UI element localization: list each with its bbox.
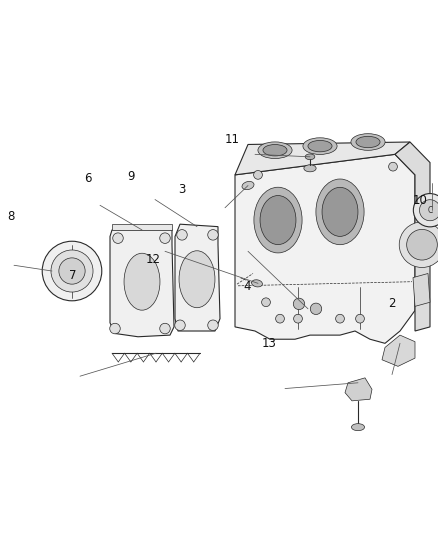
Circle shape bbox=[293, 298, 305, 310]
Polygon shape bbox=[345, 378, 372, 401]
Text: 8: 8 bbox=[7, 209, 14, 223]
Circle shape bbox=[406, 229, 437, 260]
Text: 13: 13 bbox=[262, 337, 277, 350]
Ellipse shape bbox=[305, 154, 315, 160]
Circle shape bbox=[310, 303, 321, 314]
Circle shape bbox=[399, 222, 438, 268]
Ellipse shape bbox=[303, 138, 337, 155]
Circle shape bbox=[293, 314, 302, 323]
Circle shape bbox=[51, 250, 93, 292]
Text: 11: 11 bbox=[225, 133, 240, 146]
Polygon shape bbox=[235, 142, 410, 175]
Text: C: C bbox=[427, 206, 433, 215]
Circle shape bbox=[208, 320, 218, 330]
Circle shape bbox=[160, 324, 170, 334]
Text: 9: 9 bbox=[127, 170, 135, 183]
Circle shape bbox=[261, 298, 270, 306]
Text: 3: 3 bbox=[178, 183, 185, 196]
Text: 12: 12 bbox=[146, 253, 161, 266]
Text: 10: 10 bbox=[413, 195, 428, 207]
Circle shape bbox=[413, 193, 438, 227]
Ellipse shape bbox=[356, 136, 380, 148]
Circle shape bbox=[59, 258, 85, 284]
Ellipse shape bbox=[263, 144, 287, 156]
Ellipse shape bbox=[242, 181, 254, 190]
Circle shape bbox=[208, 230, 218, 240]
Polygon shape bbox=[112, 224, 172, 230]
Ellipse shape bbox=[316, 179, 364, 245]
Circle shape bbox=[160, 233, 170, 244]
Circle shape bbox=[113, 233, 123, 244]
Text: 2: 2 bbox=[388, 297, 396, 310]
Ellipse shape bbox=[254, 187, 302, 253]
Circle shape bbox=[177, 230, 187, 240]
Ellipse shape bbox=[179, 251, 215, 308]
Ellipse shape bbox=[351, 134, 385, 150]
Text: 4: 4 bbox=[244, 280, 251, 293]
Text: 7: 7 bbox=[68, 269, 76, 282]
Ellipse shape bbox=[308, 140, 332, 152]
Polygon shape bbox=[413, 273, 430, 306]
Polygon shape bbox=[235, 155, 415, 343]
Polygon shape bbox=[175, 224, 220, 331]
Ellipse shape bbox=[258, 142, 292, 158]
Circle shape bbox=[42, 241, 102, 301]
Ellipse shape bbox=[260, 196, 296, 245]
Circle shape bbox=[356, 314, 364, 323]
Circle shape bbox=[254, 171, 262, 179]
Circle shape bbox=[276, 314, 284, 323]
Ellipse shape bbox=[351, 424, 364, 431]
Polygon shape bbox=[382, 335, 415, 366]
Circle shape bbox=[389, 162, 397, 171]
Circle shape bbox=[420, 200, 438, 221]
Ellipse shape bbox=[124, 253, 160, 310]
Ellipse shape bbox=[251, 280, 262, 287]
Ellipse shape bbox=[322, 187, 358, 236]
Polygon shape bbox=[395, 142, 430, 331]
Circle shape bbox=[336, 314, 344, 323]
Circle shape bbox=[175, 320, 185, 330]
Ellipse shape bbox=[304, 165, 316, 172]
Text: 6: 6 bbox=[84, 172, 92, 185]
Circle shape bbox=[110, 324, 120, 334]
Polygon shape bbox=[110, 230, 174, 337]
